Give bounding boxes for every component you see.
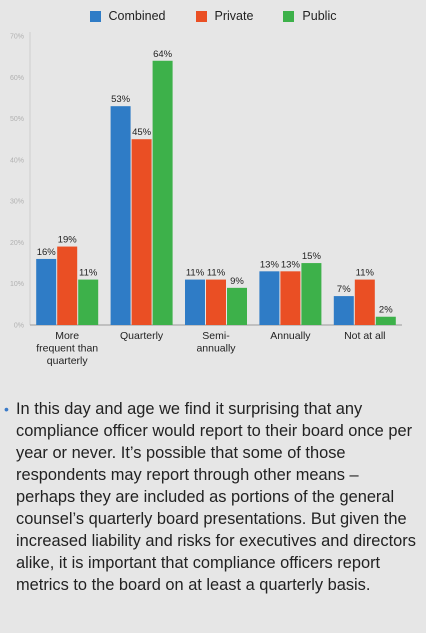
data-label: 64%	[153, 49, 173, 60]
y-tick-label: 10%	[10, 281, 24, 288]
x-category-label-line: Annually	[270, 330, 311, 342]
x-category-label-line: Not at all	[344, 330, 385, 342]
bar-combined	[259, 271, 280, 325]
bar-public	[227, 287, 247, 325]
legend-item-private: Private	[195, 6, 254, 26]
bar-public	[301, 263, 322, 325]
x-category-label-line: quarterly	[47, 355, 89, 367]
x-category-label: Quarterly	[120, 330, 164, 342]
bar-combined	[110, 106, 131, 325]
y-tick-label: 60%	[10, 75, 24, 82]
legend-swatch-private	[195, 10, 207, 22]
data-label: 15%	[302, 251, 322, 262]
x-category-label: Annually	[270, 330, 311, 342]
bar-combined	[185, 279, 205, 325]
bar-private	[354, 279, 375, 325]
legend-item-public: Public	[283, 6, 336, 26]
data-label: 45%	[132, 127, 152, 138]
chart-plot-area: 0% 10% 20% 30% 40% 50% 60% 70% 16%19% 11% More freq…	[10, 32, 402, 367]
bar-public	[78, 279, 99, 325]
x-category-label: More frequent than quarterly	[36, 330, 98, 367]
bar-private	[280, 271, 301, 325]
bar-private	[57, 246, 78, 325]
x-category-label-line: Semi-	[202, 330, 230, 342]
y-tick-label: 70%	[10, 34, 24, 41]
bar-public	[152, 60, 173, 326]
y-tick-label: 20%	[10, 240, 24, 247]
x-category-label-line: More	[55, 330, 79, 342]
bar-combined	[36, 258, 57, 325]
data-label: 16%	[37, 247, 57, 258]
legend-label-private: Private	[214, 9, 254, 23]
bar-public	[375, 316, 396, 325]
data-label: 7%	[337, 284, 351, 295]
bullet-marker: •	[4, 401, 9, 417]
y-tick-label: 40%	[10, 157, 24, 164]
data-label: 13%	[260, 259, 280, 270]
data-label: 9%	[230, 276, 244, 287]
x-category-label: Not at all	[344, 330, 385, 342]
data-label: 11%	[186, 268, 205, 279]
data-label: 19%	[58, 235, 78, 246]
bar-private	[131, 139, 152, 325]
data-label: 13%	[281, 259, 301, 270]
x-category-label-line: annually	[196, 343, 236, 355]
legend-item-combined: Combined	[89, 6, 166, 26]
bar-combined	[333, 296, 354, 325]
bar-chart: Combined Private Public 0% 10% 20% 30% 40% 50…	[0, 6, 426, 367]
data-label: 2%	[379, 305, 393, 316]
data-label: 11%	[356, 268, 375, 279]
y-tick-label: 50%	[10, 116, 24, 123]
commentary-block: • In this day and age we find it surpris…	[4, 398, 420, 596]
data-label: 11%	[207, 268, 226, 279]
legend-swatch-combined	[89, 10, 101, 22]
bar-private	[206, 279, 226, 325]
chart-legend: Combined Private Public	[0, 6, 426, 26]
data-label: 53%	[111, 94, 131, 105]
x-category-label: Semi-annually	[196, 330, 236, 355]
y-tick-label: 0%	[14, 323, 24, 330]
legend-swatch-public	[283, 10, 295, 22]
x-category-label-line: frequent than	[36, 343, 98, 355]
legend-label-combined: Combined	[108, 9, 166, 23]
data-label: 11%	[79, 268, 98, 279]
y-tick-label: 30%	[10, 199, 24, 206]
legend-label-public: Public	[302, 9, 337, 23]
commentary-paragraph: In this day and age we find it surprisin…	[16, 400, 416, 594]
x-category-label-line: Quarterly	[120, 330, 164, 342]
